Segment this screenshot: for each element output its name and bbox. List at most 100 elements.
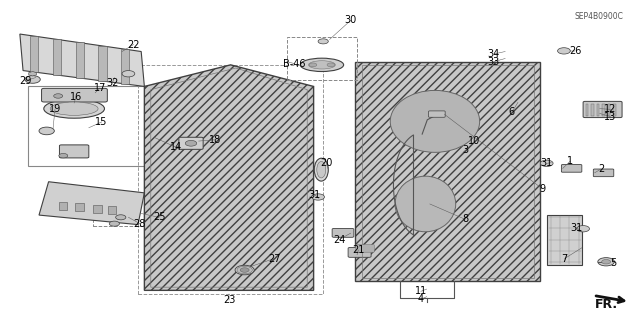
Circle shape bbox=[602, 260, 611, 264]
Text: SEP4B0900C: SEP4B0900C bbox=[575, 12, 623, 21]
Text: 24: 24 bbox=[333, 234, 346, 245]
Text: 13: 13 bbox=[604, 112, 617, 122]
Bar bbox=[28, 86, 152, 166]
Ellipse shape bbox=[390, 90, 479, 152]
Text: 30: 30 bbox=[344, 15, 356, 26]
Text: 7: 7 bbox=[561, 254, 568, 263]
Circle shape bbox=[116, 215, 126, 220]
Text: 4: 4 bbox=[418, 294, 424, 304]
Bar bbox=[93, 205, 102, 213]
Circle shape bbox=[122, 70, 135, 77]
Circle shape bbox=[54, 94, 63, 98]
Ellipse shape bbox=[314, 158, 328, 181]
Text: 15: 15 bbox=[95, 117, 108, 127]
Bar bbox=[53, 39, 61, 75]
Bar bbox=[586, 104, 588, 116]
Text: 14: 14 bbox=[170, 142, 182, 152]
Circle shape bbox=[327, 63, 335, 67]
Text: 29: 29 bbox=[19, 76, 31, 86]
Text: 32: 32 bbox=[106, 78, 118, 88]
Text: 8: 8 bbox=[462, 214, 468, 224]
Ellipse shape bbox=[300, 58, 344, 71]
Text: 23: 23 bbox=[223, 295, 236, 305]
Text: 25: 25 bbox=[153, 212, 165, 222]
Text: 2: 2 bbox=[598, 164, 604, 174]
Bar bbox=[59, 202, 67, 210]
Text: 5: 5 bbox=[611, 258, 617, 268]
Text: 34: 34 bbox=[488, 49, 500, 59]
Bar bbox=[93, 196, 179, 226]
Circle shape bbox=[309, 63, 317, 67]
Text: 16: 16 bbox=[70, 92, 82, 102]
Bar bbox=[108, 206, 116, 214]
Bar bbox=[30, 36, 38, 72]
Text: 26: 26 bbox=[569, 46, 582, 56]
Circle shape bbox=[25, 76, 40, 83]
Text: 12: 12 bbox=[604, 104, 617, 114]
Circle shape bbox=[39, 127, 54, 135]
Bar bbox=[99, 46, 107, 81]
FancyBboxPatch shape bbox=[332, 228, 354, 237]
Polygon shape bbox=[39, 182, 145, 225]
FancyBboxPatch shape bbox=[583, 101, 622, 118]
Circle shape bbox=[185, 140, 196, 146]
Circle shape bbox=[318, 39, 328, 44]
Bar bbox=[287, 37, 357, 80]
Circle shape bbox=[557, 48, 570, 54]
Text: 1: 1 bbox=[567, 156, 573, 166]
FancyBboxPatch shape bbox=[60, 145, 89, 158]
Text: FR.: FR. bbox=[595, 298, 618, 310]
Text: 9: 9 bbox=[539, 184, 545, 194]
Bar bbox=[596, 104, 599, 116]
Bar bbox=[76, 203, 84, 211]
Text: 3: 3 bbox=[463, 145, 468, 155]
Bar bbox=[602, 104, 605, 116]
Polygon shape bbox=[355, 62, 540, 281]
Text: 31: 31 bbox=[541, 158, 553, 168]
Text: 21: 21 bbox=[352, 245, 365, 255]
Bar bbox=[138, 65, 323, 293]
Text: 33: 33 bbox=[488, 57, 500, 67]
Bar bbox=[591, 104, 594, 116]
Ellipse shape bbox=[308, 61, 335, 69]
Circle shape bbox=[59, 153, 68, 158]
FancyBboxPatch shape bbox=[179, 137, 203, 149]
Circle shape bbox=[235, 265, 254, 275]
Circle shape bbox=[577, 226, 589, 232]
FancyBboxPatch shape bbox=[593, 169, 614, 177]
Text: 22: 22 bbox=[127, 40, 140, 49]
Circle shape bbox=[109, 221, 120, 226]
Text: 27: 27 bbox=[268, 254, 280, 263]
Text: 31: 31 bbox=[308, 190, 321, 200]
Text: 6: 6 bbox=[509, 108, 515, 117]
Ellipse shape bbox=[395, 176, 456, 232]
Ellipse shape bbox=[317, 161, 326, 178]
Circle shape bbox=[237, 266, 252, 274]
FancyBboxPatch shape bbox=[348, 248, 371, 257]
Bar bbox=[121, 49, 129, 84]
Bar bbox=[607, 104, 610, 116]
Text: 20: 20 bbox=[320, 158, 333, 168]
Ellipse shape bbox=[44, 99, 104, 118]
Text: 18: 18 bbox=[209, 135, 221, 145]
Text: 10: 10 bbox=[468, 136, 481, 146]
Circle shape bbox=[240, 268, 249, 272]
Bar bbox=[613, 104, 616, 116]
Bar bbox=[76, 42, 84, 78]
FancyBboxPatch shape bbox=[429, 111, 445, 117]
FancyBboxPatch shape bbox=[561, 165, 582, 172]
Polygon shape bbox=[547, 215, 582, 265]
Circle shape bbox=[312, 194, 324, 200]
Text: 11: 11 bbox=[415, 286, 427, 296]
Text: B-46: B-46 bbox=[284, 59, 306, 69]
Text: 19: 19 bbox=[49, 104, 61, 114]
Text: 28: 28 bbox=[134, 219, 146, 229]
Polygon shape bbox=[145, 65, 314, 290]
Text: 31: 31 bbox=[571, 223, 583, 233]
Circle shape bbox=[598, 258, 614, 266]
Text: 17: 17 bbox=[93, 83, 106, 93]
Ellipse shape bbox=[50, 102, 98, 115]
FancyBboxPatch shape bbox=[42, 88, 108, 102]
Polygon shape bbox=[20, 34, 145, 86]
FancyBboxPatch shape bbox=[356, 245, 374, 252]
